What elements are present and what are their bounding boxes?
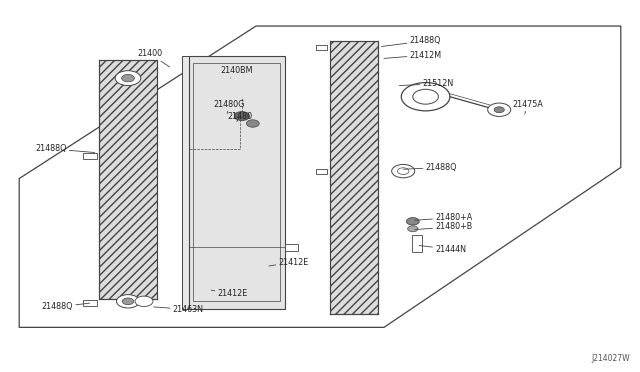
Text: 21463N: 21463N bbox=[154, 305, 204, 314]
Circle shape bbox=[401, 83, 450, 111]
Text: 21480G: 21480G bbox=[213, 100, 244, 113]
Circle shape bbox=[406, 218, 419, 225]
Text: J214027W: J214027W bbox=[592, 354, 630, 363]
Circle shape bbox=[135, 296, 153, 307]
Bar bbox=[285, 244, 298, 251]
Circle shape bbox=[246, 120, 259, 127]
Circle shape bbox=[392, 164, 415, 178]
Polygon shape bbox=[189, 56, 285, 309]
Text: 21480: 21480 bbox=[227, 112, 252, 122]
Bar bbox=[412, 235, 422, 252]
Text: 21480+B: 21480+B bbox=[415, 222, 472, 231]
Text: 2140BM: 2140BM bbox=[221, 66, 253, 78]
Polygon shape bbox=[99, 60, 157, 299]
Bar bbox=[83, 153, 97, 159]
Text: 21512N: 21512N bbox=[399, 79, 454, 88]
Polygon shape bbox=[182, 56, 189, 309]
Circle shape bbox=[122, 298, 134, 305]
Text: 21488Q: 21488Q bbox=[403, 163, 457, 172]
Circle shape bbox=[397, 168, 409, 174]
Text: 21412M: 21412M bbox=[384, 51, 442, 60]
Circle shape bbox=[413, 89, 438, 104]
Bar bbox=[316, 45, 327, 50]
Text: 21488Q: 21488Q bbox=[42, 302, 90, 311]
Circle shape bbox=[234, 112, 250, 121]
Circle shape bbox=[488, 103, 511, 116]
Circle shape bbox=[115, 71, 141, 86]
Polygon shape bbox=[330, 41, 378, 314]
Circle shape bbox=[408, 226, 418, 232]
Text: 21400: 21400 bbox=[138, 49, 170, 67]
Text: 21444N: 21444N bbox=[419, 245, 466, 254]
Circle shape bbox=[494, 107, 504, 113]
Text: 21488Q: 21488Q bbox=[381, 36, 441, 46]
Text: 21475A: 21475A bbox=[512, 100, 543, 114]
Bar bbox=[83, 300, 97, 306]
Polygon shape bbox=[19, 26, 621, 327]
Text: 21412E: 21412E bbox=[211, 289, 248, 298]
Text: 21412E: 21412E bbox=[269, 258, 308, 267]
Circle shape bbox=[116, 295, 140, 308]
Text: 21480+A: 21480+A bbox=[415, 213, 472, 222]
Circle shape bbox=[122, 74, 134, 82]
Bar bbox=[316, 169, 327, 174]
Text: 21488Q: 21488Q bbox=[35, 144, 95, 153]
